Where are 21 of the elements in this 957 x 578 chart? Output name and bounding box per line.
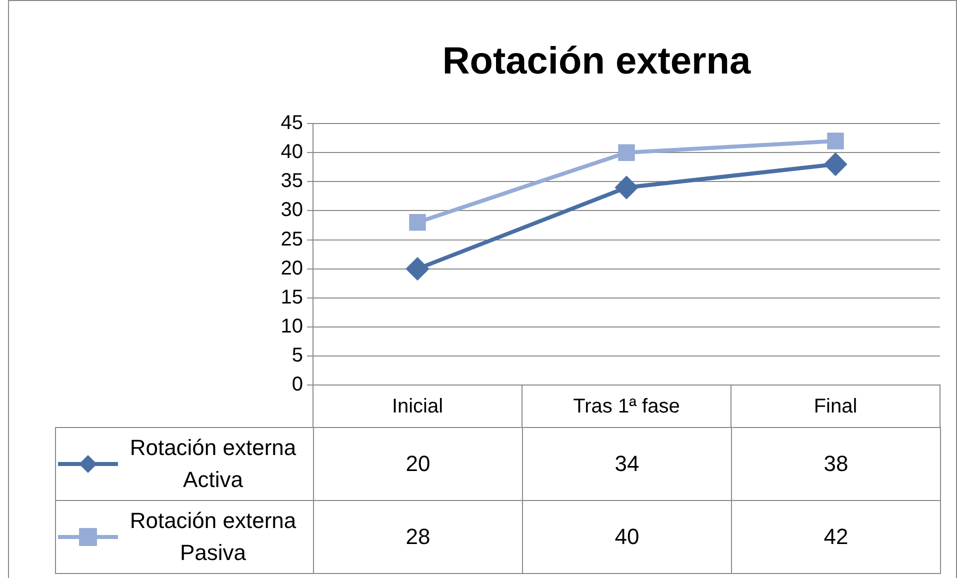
legend-label: Rotación externa Pasiva (128, 507, 298, 567)
y-tick-label: 5 (292, 344, 303, 366)
data-label: 42 (732, 500, 940, 574)
y-tick-label: 35 (280, 170, 303, 192)
y-tick-label: 45 (280, 112, 303, 134)
x-tick-label: Final (814, 396, 858, 418)
y-tick-label: 30 (280, 199, 303, 222)
y-tick-label: 40 (280, 141, 303, 164)
y-tick-label: 10 (280, 315, 303, 338)
data-label: 40 (522, 500, 732, 574)
y-tick-label: 15 (280, 286, 303, 308)
x-tick-label: Tras 1ª fase (573, 396, 680, 418)
y-tick-label: 20 (280, 257, 303, 280)
y-tick-label: 0 (292, 374, 303, 396)
chart-title: Rotación externa (442, 40, 752, 82)
data-label: 34 (522, 428, 732, 500)
y-tick-label: 25 (280, 228, 303, 250)
legend-label: Rotación externa Activa (128, 434, 298, 494)
data-label: 38 (732, 428, 940, 500)
x-tick-label: Inicial (392, 396, 444, 418)
data-label: 28 (314, 500, 522, 574)
